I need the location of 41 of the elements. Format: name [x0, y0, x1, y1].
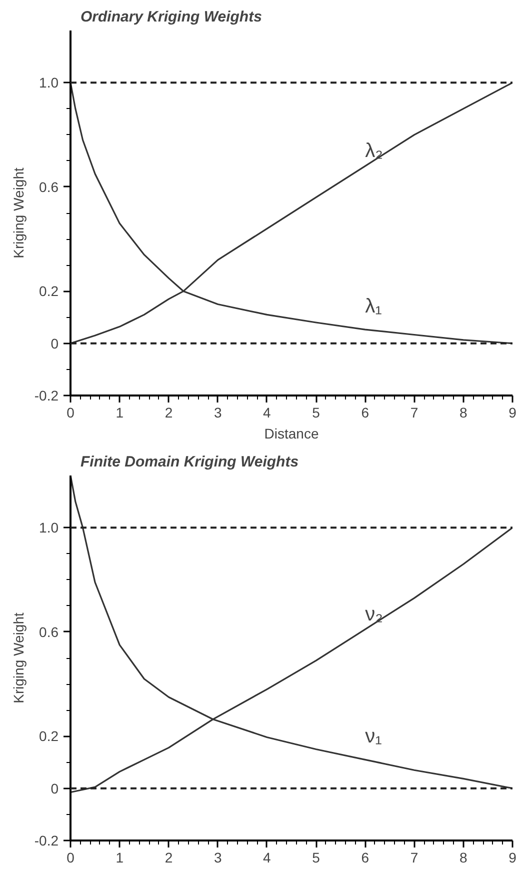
y-tick-label: 0.6 — [39, 624, 59, 640]
y-axis-title: Kriging Weight — [10, 167, 26, 258]
x-tick-label: 3 — [214, 850, 222, 866]
y-tick-label: 1.0 — [39, 520, 59, 536]
x-tick-label: 2 — [164, 850, 173, 866]
x-tick-label: 0 — [66, 850, 75, 866]
x-tick-label: 6 — [361, 404, 370, 420]
series-label: ν₂ — [365, 603, 383, 626]
x-tick-label: 2 — [164, 404, 173, 420]
y-tick-label: 0.6 — [39, 178, 59, 195]
x-tick-label: 4 — [263, 850, 272, 866]
x-tick-label: 8 — [459, 404, 468, 420]
y-tick-label: 0.2 — [39, 728, 59, 744]
x-tick-label: 8 — [459, 850, 468, 866]
y-tick-label: 0.2 — [39, 283, 59, 300]
x-tick-label: 6 — [361, 850, 370, 866]
x-tick-label: 9 — [508, 850, 517, 866]
y-tick-label: 0 — [50, 780, 59, 796]
y-tick-label: -0.2 — [34, 388, 59, 404]
series-label: λ₂ — [365, 140, 383, 162]
y-tick-label: -0.2 — [34, 832, 59, 848]
line-series — [70, 476, 512, 790]
x-tick-label: 4 — [263, 404, 272, 420]
series-label: λ₁ — [365, 296, 382, 318]
x-tick-label: 0 — [66, 404, 75, 420]
x-tick-label: 1 — [116, 850, 124, 866]
x-tick-label: 7 — [410, 850, 418, 866]
y-axis-title: Kriging Weight — [10, 612, 26, 704]
x-tick-label: 7 — [410, 404, 418, 420]
y-tick-label: 1.0 — [39, 74, 59, 91]
y-tick-label: 0 — [50, 335, 59, 352]
chart-title: Finite Domain Kriging Weights — [80, 454, 299, 470]
x-tick-label: 1 — [116, 404, 124, 420]
x-axis-title: Distance — [264, 426, 319, 442]
chart-title: Ordinary Kriging Weights — [80, 8, 262, 26]
line-series — [70, 82, 512, 344]
series-label: ν₁ — [365, 726, 382, 748]
x-tick-label: 3 — [214, 404, 222, 420]
x-tick-label: 5 — [312, 404, 320, 420]
x-tick-label: 9 — [508, 404, 517, 420]
x-tick-label: 5 — [312, 850, 320, 866]
